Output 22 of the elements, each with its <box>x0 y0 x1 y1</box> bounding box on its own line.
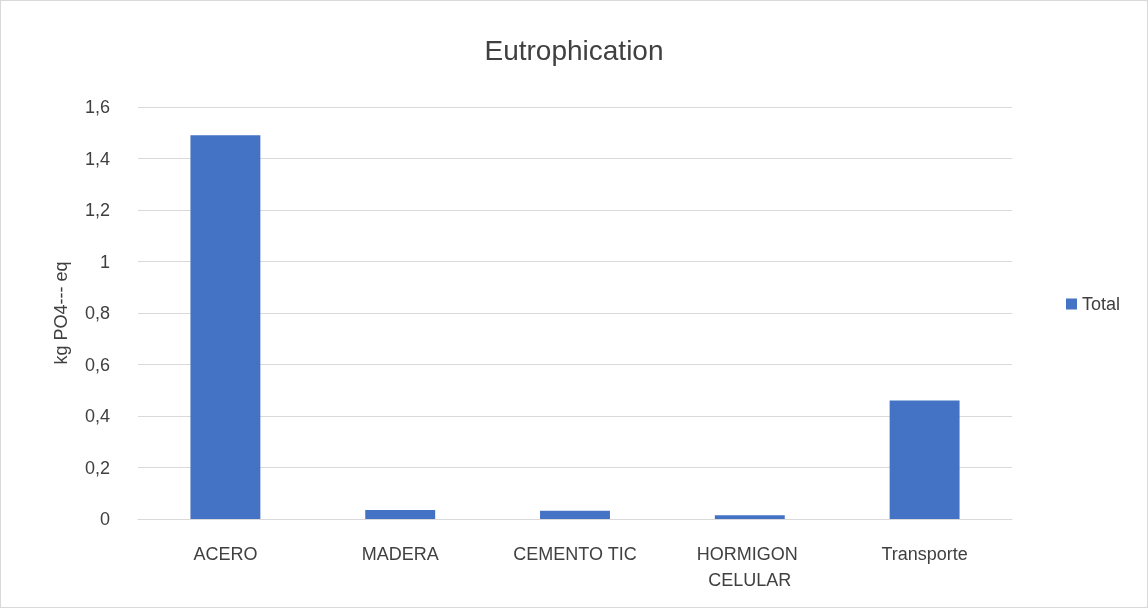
x-tick-label: ACERO <box>193 544 258 564</box>
y-tick-label: 1,6 <box>84 97 110 117</box>
bar <box>540 510 610 519</box>
bar <box>365 509 436 519</box>
legend-label: Total <box>1081 294 1121 314</box>
y-tick-label: 0,2 <box>84 457 110 478</box>
x-tick-label: HORMIGON CELULAR <box>696 544 803 590</box>
y-tick-label: 0 <box>99 509 110 529</box>
y-tick-label: 1,4 <box>84 148 110 169</box>
bar <box>190 135 261 519</box>
x-tick-label: Transporte <box>881 544 968 564</box>
y-tick-label: 0,6 <box>84 354 110 375</box>
y-tick-label: 0,8 <box>84 303 110 323</box>
bar <box>889 400 960 519</box>
x-tick-label: MADERA <box>361 544 439 564</box>
y-tick-label: 1 <box>99 251 110 272</box>
y-tick-label: 1,2 <box>84 200 110 220</box>
y-tick-label: 0,4 <box>84 406 110 426</box>
y-axis-title: kg PO4--- eq <box>51 261 71 365</box>
chart-title: Eutrophication <box>484 34 664 66</box>
bar <box>714 515 785 519</box>
x-tick-label: CEMENTO TIC <box>513 544 637 564</box>
